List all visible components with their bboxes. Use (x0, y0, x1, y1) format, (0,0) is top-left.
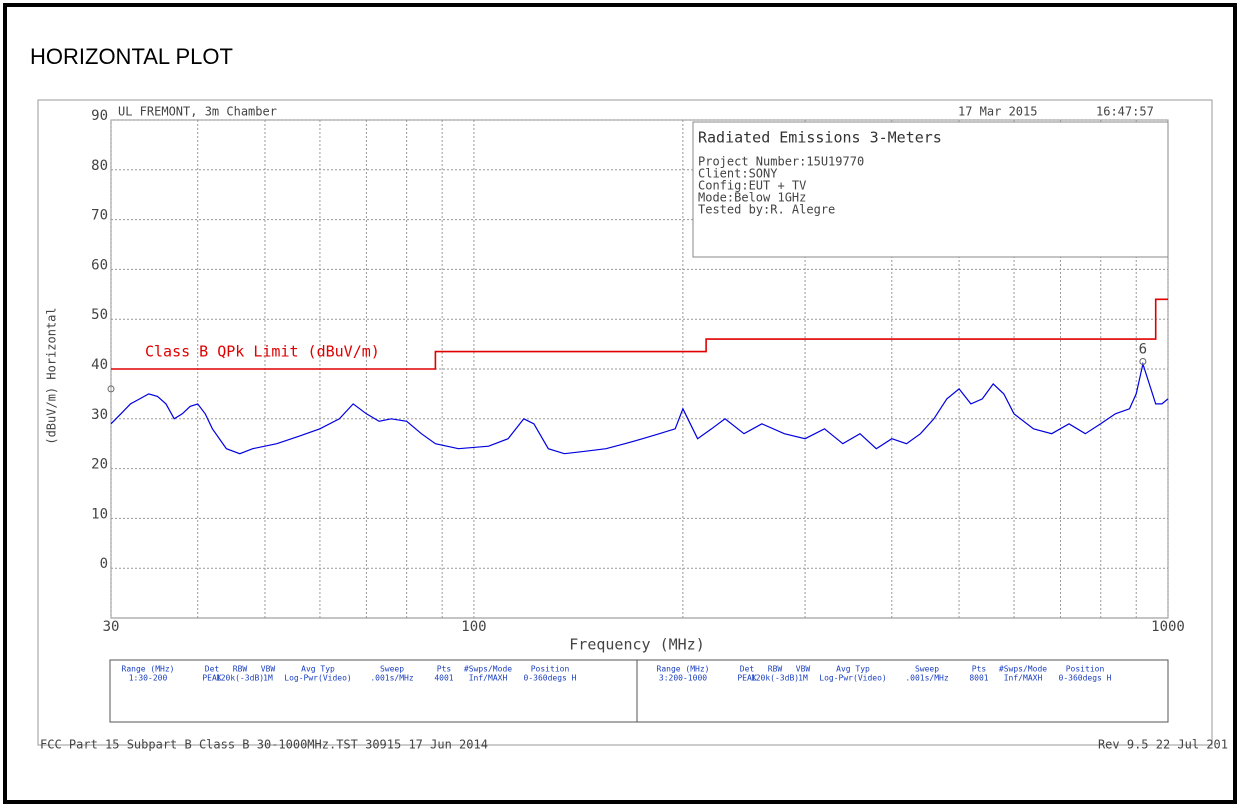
x-axis-label: Frequency (MHz) (569, 636, 704, 654)
table-cell: 120k(-3dB) (216, 674, 264, 683)
table-cell: 1M (263, 674, 273, 683)
info-line: Tested by:R. Alegre (698, 203, 835, 217)
time: 16:47:57 (1096, 105, 1154, 119)
footer-left: FCC Part 15 Subpart B Class B 30-1000MHz… (40, 738, 488, 752)
y-tick-label: 10 (91, 506, 108, 522)
table-cell: Inf/MAXH (469, 674, 508, 683)
table-header: Position (1066, 665, 1105, 674)
table-cell: PEAK (737, 674, 756, 683)
series-line (111, 298, 1168, 370)
info-line: Project Number:15U19770 (698, 155, 864, 169)
table-cell: 8001 (969, 674, 988, 683)
x-tick-label: 1000 (1151, 619, 1185, 635)
info-box (692, 121, 1169, 258)
y-axis-label: (dBuV/m) Horizontal (45, 307, 59, 444)
y-tick-label: 20 (91, 457, 108, 473)
y-tick-label: 90 (91, 108, 108, 124)
table-cell: PEAK (202, 674, 221, 683)
y-tick-label: 30 (91, 407, 108, 423)
date: 17 Mar 2015 (958, 105, 1037, 119)
info-line: Config:EUT + TV (698, 179, 806, 193)
table-header: Pts (437, 665, 452, 674)
info-title: Radiated Emissions 3-Meters (698, 129, 942, 147)
table-cell: 4001 (434, 674, 453, 683)
table-header: RBW (768, 665, 783, 674)
table-header: #Swps/Mode (464, 665, 512, 674)
series-line (110, 361, 1169, 455)
table-cell: 1:30-200 (129, 674, 168, 683)
table-cell: 1M (798, 674, 808, 683)
y-tick-label: 0 (100, 556, 108, 572)
table-header: Range (MHz) (122, 665, 175, 674)
table-cell: 3:200-1000 (659, 674, 707, 683)
marker (1139, 358, 1147, 366)
settings-table (109, 659, 1169, 723)
table-cell: .001s/MHz (905, 674, 949, 683)
table-header: Det (205, 665, 220, 674)
table-header: Det (740, 665, 755, 674)
footer-right: Rev 9.5 22 Jul 201 (1098, 738, 1228, 752)
table-header: RBW (233, 665, 248, 674)
page-title: HORIZONTAL PLOT (30, 44, 233, 69)
plot-frame (37, 99, 1213, 746)
table-header: Sweep (915, 665, 939, 674)
table-cell: Log-Pwr(Video) (819, 674, 886, 683)
marker-label: 6 (1139, 342, 1147, 358)
marker (107, 385, 115, 393)
table-header: VBW (796, 665, 811, 674)
y-tick-label: 50 (91, 307, 108, 323)
site: UL FREMONT, 3m Chamber (118, 105, 277, 119)
table-header: Position (531, 665, 570, 674)
table-cell: Log-Pwr(Video) (284, 674, 351, 683)
table-header: Sweep (380, 665, 404, 674)
table-cell: 120k(-3dB) (751, 674, 799, 683)
y-tick-label: 80 (91, 158, 108, 174)
table-header: Pts (972, 665, 987, 674)
table-header: Range (MHz) (657, 665, 710, 674)
y-tick-label: 60 (91, 257, 108, 273)
table-cell: 0-360degs H (524, 674, 577, 683)
table-header: VBW (261, 665, 276, 674)
table-header: #Swps/Mode (999, 665, 1047, 674)
table-header: Avg Typ (301, 665, 335, 674)
table-cell: .001s/MHz (370, 674, 414, 683)
x-tick-label: 30 (103, 619, 120, 635)
info-line: Client:SONY (698, 167, 778, 181)
x-tick-label: 100 (461, 619, 486, 635)
table-cell: Inf/MAXH (1004, 674, 1043, 683)
limit-label: Class B QPk Limit (dBuV/m) (145, 343, 380, 361)
y-tick-label: 70 (91, 208, 108, 224)
page-border (3, 3, 1237, 804)
table-header: Avg Typ (836, 665, 870, 674)
y-tick-label: 40 (91, 357, 108, 373)
info-line: Mode:Below 1GHz (698, 191, 806, 205)
table-cell: 0-360degs H (1059, 674, 1112, 683)
